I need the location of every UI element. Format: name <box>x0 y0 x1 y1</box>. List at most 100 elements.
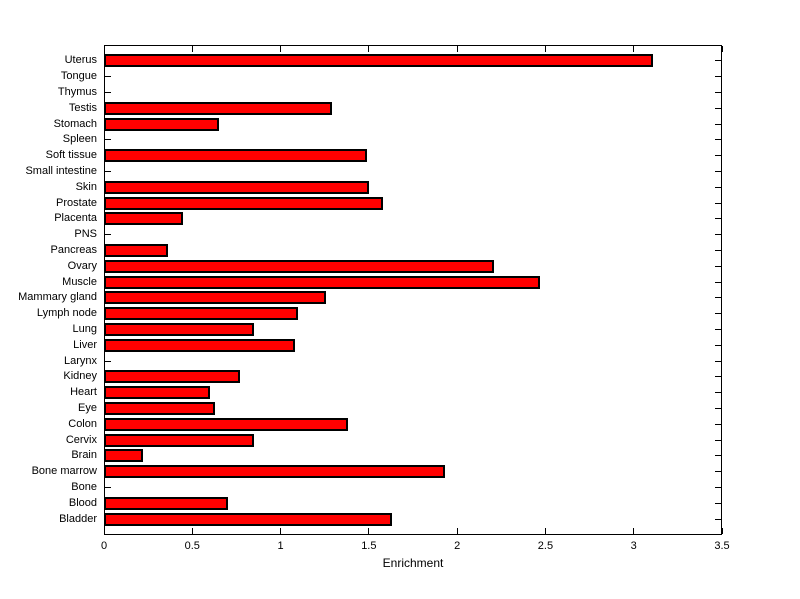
y-tick-left <box>105 234 111 236</box>
y-tick-left <box>105 170 111 172</box>
y-tick-right <box>715 376 721 378</box>
y-tick-label-heart: Heart <box>70 386 97 399</box>
bar-pancreas <box>104 243 168 257</box>
y-tick-label-stomach: Stomach <box>53 117 97 130</box>
y-tick-label-pns: PNS <box>74 228 97 241</box>
y-tick-right <box>715 408 721 410</box>
x-tick-label-1-5: 1.5 <box>361 540 377 552</box>
y-tick-label-colon: Colon <box>68 417 97 430</box>
y-tick-label-prostate: Prostate <box>56 196 97 209</box>
x-tick-top <box>721 46 723 52</box>
y-tick-label-bladder: Bladder <box>59 512 97 525</box>
bar-brain <box>104 449 143 463</box>
y-tick-left <box>105 487 111 489</box>
y-tick-right <box>715 487 721 489</box>
bar-kidney <box>104 370 240 384</box>
y-tick-left <box>105 76 111 78</box>
y-tick-label-skin: Skin <box>75 180 97 193</box>
y-tick-label-lung: Lung <box>72 323 97 336</box>
y-tick-right <box>715 76 721 78</box>
y-tick-right <box>715 455 721 457</box>
y-tick-label-placenta: Placenta <box>54 212 97 225</box>
x-tick-label-0: 0 <box>100 540 108 552</box>
y-tick-label-ovary: Ovary <box>67 259 97 272</box>
bar-eye <box>104 402 215 416</box>
y-tick-label-small-intestine: Small intestine <box>25 164 97 177</box>
y-tick-left <box>105 360 111 362</box>
y-tick-label-bone-marrow: Bone marrow <box>31 465 97 478</box>
y-tick-label-pancreas: Pancreas <box>50 243 97 256</box>
y-tick-right <box>715 423 721 425</box>
y-tick-right <box>715 471 721 473</box>
x-tick-label-0-5: 0.5 <box>184 540 200 552</box>
y-tick-right <box>715 297 721 299</box>
x-tick-label-2: 2 <box>454 540 461 552</box>
y-tick-right <box>715 360 721 362</box>
y-tick-left <box>105 139 111 141</box>
x-tick-top <box>191 46 193 52</box>
y-tick-label-tongue: Tongue <box>60 70 97 83</box>
bar-colon <box>104 417 348 431</box>
bar-ovary <box>104 259 494 273</box>
y-tick-label-bone: Bone <box>71 481 97 494</box>
x-tick-top <box>368 46 370 52</box>
y-tick-label-uterus: Uterus <box>64 54 97 67</box>
bar-lymph-node <box>104 307 298 321</box>
y-tick-right <box>715 202 721 204</box>
x-tick-bottom <box>191 528 193 534</box>
x-tick-bottom <box>280 528 282 534</box>
y-tick-label-blood: Blood <box>68 496 97 509</box>
y-tick-label-spleen: Spleen <box>62 133 97 146</box>
bar-blood <box>104 496 228 510</box>
x-tick-bottom <box>368 528 370 534</box>
bar-skin <box>104 180 369 194</box>
y-tick-label-brain: Brain <box>71 449 97 462</box>
x-tick-bottom <box>456 528 458 534</box>
y-tick-right <box>715 155 721 157</box>
y-tick-label-liver: Liver <box>73 338 97 351</box>
x-tick-bottom <box>633 528 635 534</box>
x-tick-label-1: 1 <box>277 540 284 552</box>
y-tick-label-lymph-node: Lymph node <box>36 307 97 320</box>
bar-bone-marrow <box>104 465 445 479</box>
y-tick-label-kidney: Kidney <box>63 370 97 383</box>
y-tick-left <box>105 91 111 93</box>
bar-stomach <box>104 117 219 131</box>
y-tick-right <box>715 60 721 62</box>
y-tick-right <box>715 234 721 236</box>
y-tick-right <box>715 518 721 520</box>
y-tick-right <box>715 123 721 125</box>
y-tick-right <box>715 502 721 504</box>
y-tick-label-cervix: Cervix <box>65 433 97 446</box>
x-tick-label-2-5: 2.5 <box>537 540 554 552</box>
x-tick-bottom <box>544 528 546 534</box>
y-tick-right <box>715 218 721 220</box>
x-tick-top <box>103 46 105 52</box>
y-tick-right <box>715 249 721 251</box>
y-tick-right <box>715 281 721 283</box>
y-tick-label-muscle: Muscle <box>62 275 97 288</box>
y-tick-label-mammary-gland: Mammary gland <box>18 291 97 304</box>
x-tick-label-3-5: 3.5 <box>714 540 730 552</box>
y-tick-right <box>715 91 721 93</box>
bar-cervix <box>104 433 254 447</box>
bar-liver <box>104 338 295 352</box>
x-axis-label: Enrichment <box>382 556 444 570</box>
x-tick-top <box>280 46 282 52</box>
y-tick-right <box>715 344 721 346</box>
bar-bladder <box>104 512 392 526</box>
x-tick-top <box>456 46 458 52</box>
bar-testis <box>104 101 332 115</box>
y-tick-right <box>715 392 721 394</box>
x-tick-top <box>633 46 635 52</box>
y-tick-right <box>715 313 721 315</box>
y-tick-right <box>715 107 721 109</box>
y-tick-label-eye: Eye <box>78 402 97 415</box>
bar-uterus <box>104 54 653 68</box>
y-tick-right <box>715 170 721 172</box>
y-tick-right <box>715 329 721 331</box>
bar-prostate <box>104 196 383 210</box>
bar-placenta <box>104 212 183 226</box>
y-tick-right <box>715 265 721 267</box>
